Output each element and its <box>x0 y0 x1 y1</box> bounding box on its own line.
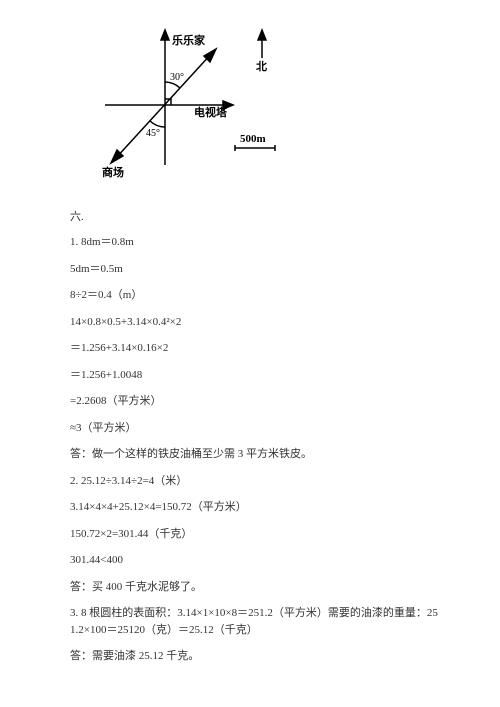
text-line: ≈3（平方米） <box>70 420 440 437</box>
text-line: ＝1.256+1.0048 <box>70 367 440 384</box>
text-line: 301.44<400 <box>70 552 440 569</box>
text-line: 8÷2＝0.4（m） <box>70 287 440 304</box>
text-line: 3.14×4×4+25.12×4=150.72（平方米） <box>70 499 440 516</box>
text-line: 2. 25.12÷3.14÷2=4（米） <box>70 473 440 490</box>
direction-diagram: 北 乐乐家 电视塔 商场 500m 30° 45° <box>90 20 440 190</box>
text-line: 答：做一个这样的铁皮油桶至少需 3 平方米铁皮。 <box>70 446 440 463</box>
angle-45: 45° <box>146 128 160 139</box>
scale-label: 500m <box>240 133 266 145</box>
lele-home-label: 乐乐家 <box>172 33 206 47</box>
text-line: 1. 8dm＝0.8m <box>70 234 440 251</box>
north-label: 北 <box>256 59 267 73</box>
text-line: 答：需要油漆 25.12 千克。 <box>70 648 440 665</box>
text-line: 150.72×2=301.44（千克） <box>70 526 440 543</box>
text-line: 14×0.8×0.5+3.14×0.4²×2 <box>70 314 440 331</box>
section-heading: 六. <box>70 208 440 224</box>
text-line: ＝1.256+3.14×0.16×2 <box>70 340 440 357</box>
mall-label: 商场 <box>102 165 124 179</box>
text-line: 3. 8 根圆柱的表面积：3.14×1×10×8＝251.2（平方米）需要的油漆… <box>70 605 440 638</box>
angle-30: 30° <box>170 72 184 83</box>
text-line: 5dm＝0.5m <box>70 261 440 278</box>
text-line: 答：买 400 千克水泥够了。 <box>70 579 440 596</box>
tv-tower-label: 电视塔 <box>194 105 228 119</box>
text-line: =2.2608（平方米） <box>70 393 440 410</box>
